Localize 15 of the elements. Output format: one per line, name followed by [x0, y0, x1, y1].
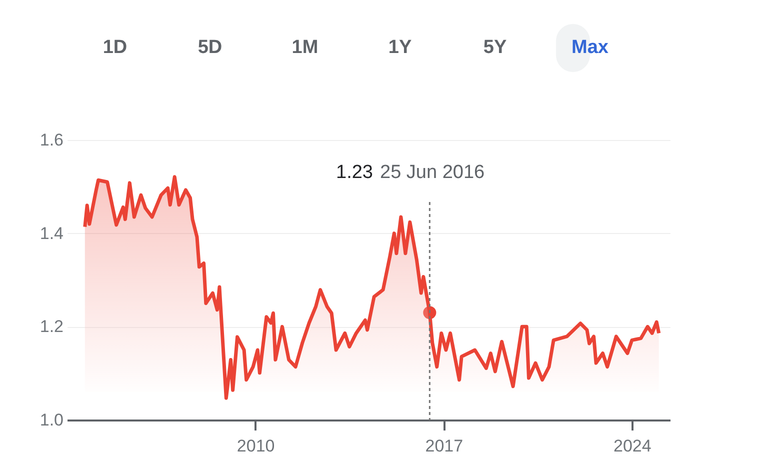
y-tick-label: 1.4: [40, 224, 64, 243]
text: 1D: [102, 37, 128, 58]
y-tick-label: 1.2: [40, 317, 64, 336]
y-tick-label: 1.0: [40, 410, 64, 430]
annotation: 1.23: [336, 162, 373, 183]
text: 1Y: [388, 37, 412, 58]
annotation: 25 Jun 2016: [380, 162, 485, 183]
text: 5D: [198, 37, 222, 58]
y-tick-label: 1.6: [40, 130, 64, 150]
text: 5Y: [483, 37, 507, 58]
x-tick-label: 2017: [425, 436, 464, 456]
text: Max: [572, 37, 609, 58]
text: 1M: [292, 37, 318, 58]
x-tick-label: 2010: [236, 436, 275, 456]
x-tick-label: 2024: [614, 436, 652, 456]
